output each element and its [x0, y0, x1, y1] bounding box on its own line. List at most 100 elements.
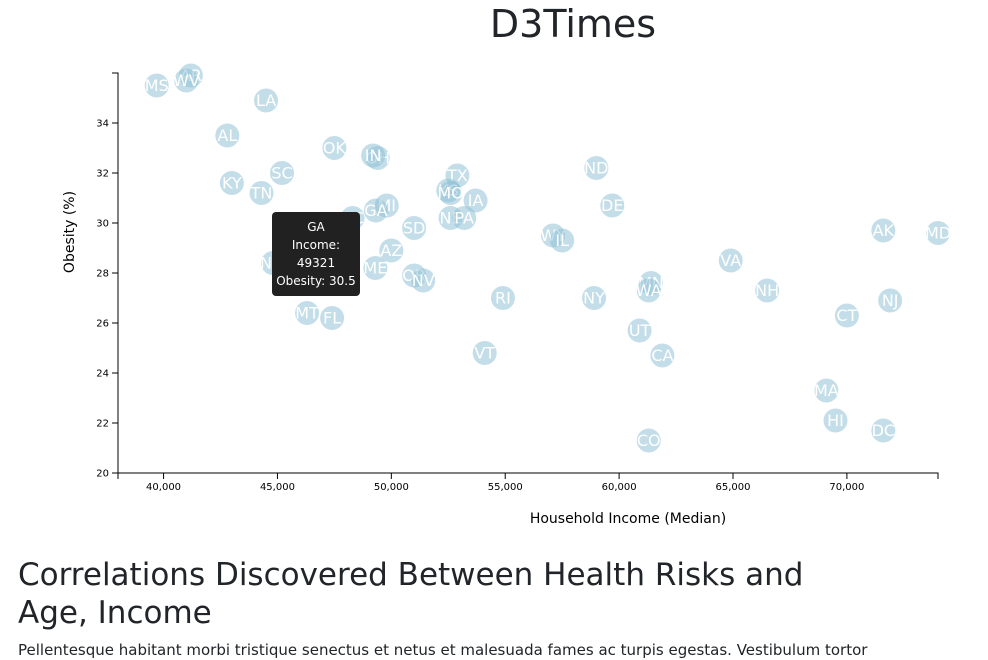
state-marker[interactable] — [438, 181, 463, 205]
state-point-ok[interactable]: OK — [322, 136, 346, 160]
state-label: LA — [256, 91, 276, 110]
state-label: OK — [323, 139, 347, 158]
state-point-dc[interactable]: DC — [871, 418, 896, 443]
state-marker[interactable] — [582, 286, 607, 310]
state-marker[interactable] — [295, 301, 320, 325]
state-marker[interactable] — [490, 286, 515, 310]
state-point-pa[interactable]: PA — [452, 206, 477, 230]
state-marker[interactable] — [361, 143, 386, 168]
state-marker[interactable] — [402, 216, 427, 240]
state-marker[interactable] — [650, 343, 675, 368]
state-label: NY — [583, 289, 605, 308]
state-marker[interactable] — [814, 378, 839, 403]
tooltip-state: GA — [307, 220, 325, 234]
state-marker[interactable] — [411, 268, 436, 293]
state-marker[interactable] — [926, 221, 950, 245]
state-point-wv[interactable]: WV — [173, 68, 200, 93]
state-point-co[interactable]: CO — [636, 428, 661, 453]
state-point-nd[interactable]: ND — [584, 156, 608, 180]
state-point-az[interactable]: AZ — [379, 238, 404, 263]
state-point-in[interactable]: IN — [361, 143, 386, 168]
state-marker[interactable] — [174, 68, 199, 93]
y-tick-label: 24 — [96, 369, 109, 380]
state-point-ky[interactable]: KY — [219, 171, 244, 195]
state-label: MT — [295, 304, 319, 323]
state-point-va[interactable]: VA — [718, 248, 743, 273]
state-point-mo[interactable]: MO — [437, 181, 464, 205]
state-marker[interactable] — [254, 88, 279, 113]
y-axis-label[interactable]: Obesity (%) — [62, 191, 78, 273]
state-marker[interactable] — [878, 288, 903, 313]
state-point-ct[interactable]: CT — [834, 303, 859, 328]
state-point-vt[interactable]: VT — [472, 341, 497, 365]
state-point-ia[interactable]: IA — [463, 188, 488, 213]
state-label: IL — [555, 231, 569, 250]
state-label: UT — [629, 321, 651, 340]
data-points: MSARWVLAALOKOHINKYSCTNTXKSMONDIADEMIGANC… — [144, 63, 951, 453]
state-point-nh[interactable]: NH — [755, 278, 780, 303]
state-point-ut[interactable]: UT — [627, 318, 652, 343]
state-point-wa[interactable]: WA — [636, 278, 662, 303]
state-marker[interactable] — [452, 206, 477, 230]
state-marker[interactable] — [472, 341, 497, 365]
state-point-ri[interactable]: RI — [490, 286, 515, 310]
state-point-al[interactable]: AL — [215, 123, 240, 148]
state-marker[interactable] — [550, 228, 575, 253]
state-marker[interactable] — [627, 318, 652, 343]
y-tick-label: 32 — [96, 169, 109, 180]
state-marker[interactable] — [584, 156, 609, 180]
state-marker[interactable] — [363, 256, 388, 280]
state-marker[interactable] — [600, 193, 625, 218]
state-label: NH — [755, 281, 779, 300]
state-point-nj[interactable]: NJ — [878, 288, 903, 313]
state-point-nv[interactable]: NV — [411, 268, 436, 293]
state-label: TN — [250, 184, 273, 203]
section-paragraph: Pellentesque habitant morbi tristique se… — [18, 641, 868, 659]
state-point-il[interactable]: IL — [550, 228, 575, 253]
y-tick-label: 22 — [96, 419, 109, 430]
state-marker[interactable] — [144, 73, 169, 98]
state-label: VA — [720, 251, 741, 270]
state-label: DE — [601, 196, 623, 215]
state-point-ga[interactable]: GA — [363, 198, 388, 223]
state-marker[interactable] — [871, 418, 896, 443]
state-marker[interactable] — [363, 198, 388, 223]
x-axis-label[interactable]: Household Income (Median) — [530, 511, 726, 527]
state-marker[interactable] — [871, 218, 896, 243]
state-label: SD — [403, 219, 425, 238]
state-point-ny[interactable]: NY — [582, 286, 607, 310]
state-point-hi[interactable]: HI — [823, 408, 848, 433]
state-marker[interactable] — [219, 171, 244, 195]
state-marker[interactable] — [249, 181, 274, 205]
state-point-de[interactable]: DE — [600, 193, 625, 218]
state-marker[interactable] — [322, 136, 347, 160]
x-tick-label: 40,000 — [146, 482, 181, 493]
state-marker[interactable] — [823, 408, 848, 433]
state-point-tn[interactable]: TN — [249, 181, 274, 205]
state-marker[interactable] — [636, 428, 661, 453]
state-label: RI — [495, 289, 511, 308]
state-point-fl[interactable]: FL — [320, 306, 345, 330]
state-point-ma[interactable]: MA — [814, 378, 839, 403]
state-point-la[interactable]: LA — [254, 88, 279, 113]
state-point-mt[interactable]: MT — [295, 301, 319, 325]
state-marker[interactable] — [215, 123, 240, 148]
state-marker[interactable] — [270, 161, 294, 185]
state-point-ca[interactable]: CA — [650, 343, 675, 368]
state-marker[interactable] — [755, 278, 780, 303]
state-marker[interactable] — [718, 248, 743, 273]
state-marker[interactable] — [320, 306, 345, 330]
state-point-me[interactable]: ME — [363, 256, 388, 280]
state-marker[interactable] — [463, 188, 488, 213]
state-point-ms[interactable]: MS — [144, 73, 169, 98]
state-point-md[interactable]: MD — [925, 221, 951, 245]
x-tick-label: 45,000 — [260, 482, 295, 493]
state-point-ak[interactable]: AK — [871, 218, 896, 243]
state-point-sd[interactable]: SD — [402, 216, 427, 240]
state-point-sc[interactable]: SC — [270, 161, 294, 185]
state-label: IN — [365, 146, 382, 165]
state-label: MO — [437, 184, 463, 203]
state-marker[interactable] — [834, 303, 859, 328]
state-marker[interactable] — [379, 238, 404, 263]
state-marker[interactable] — [636, 278, 661, 303]
